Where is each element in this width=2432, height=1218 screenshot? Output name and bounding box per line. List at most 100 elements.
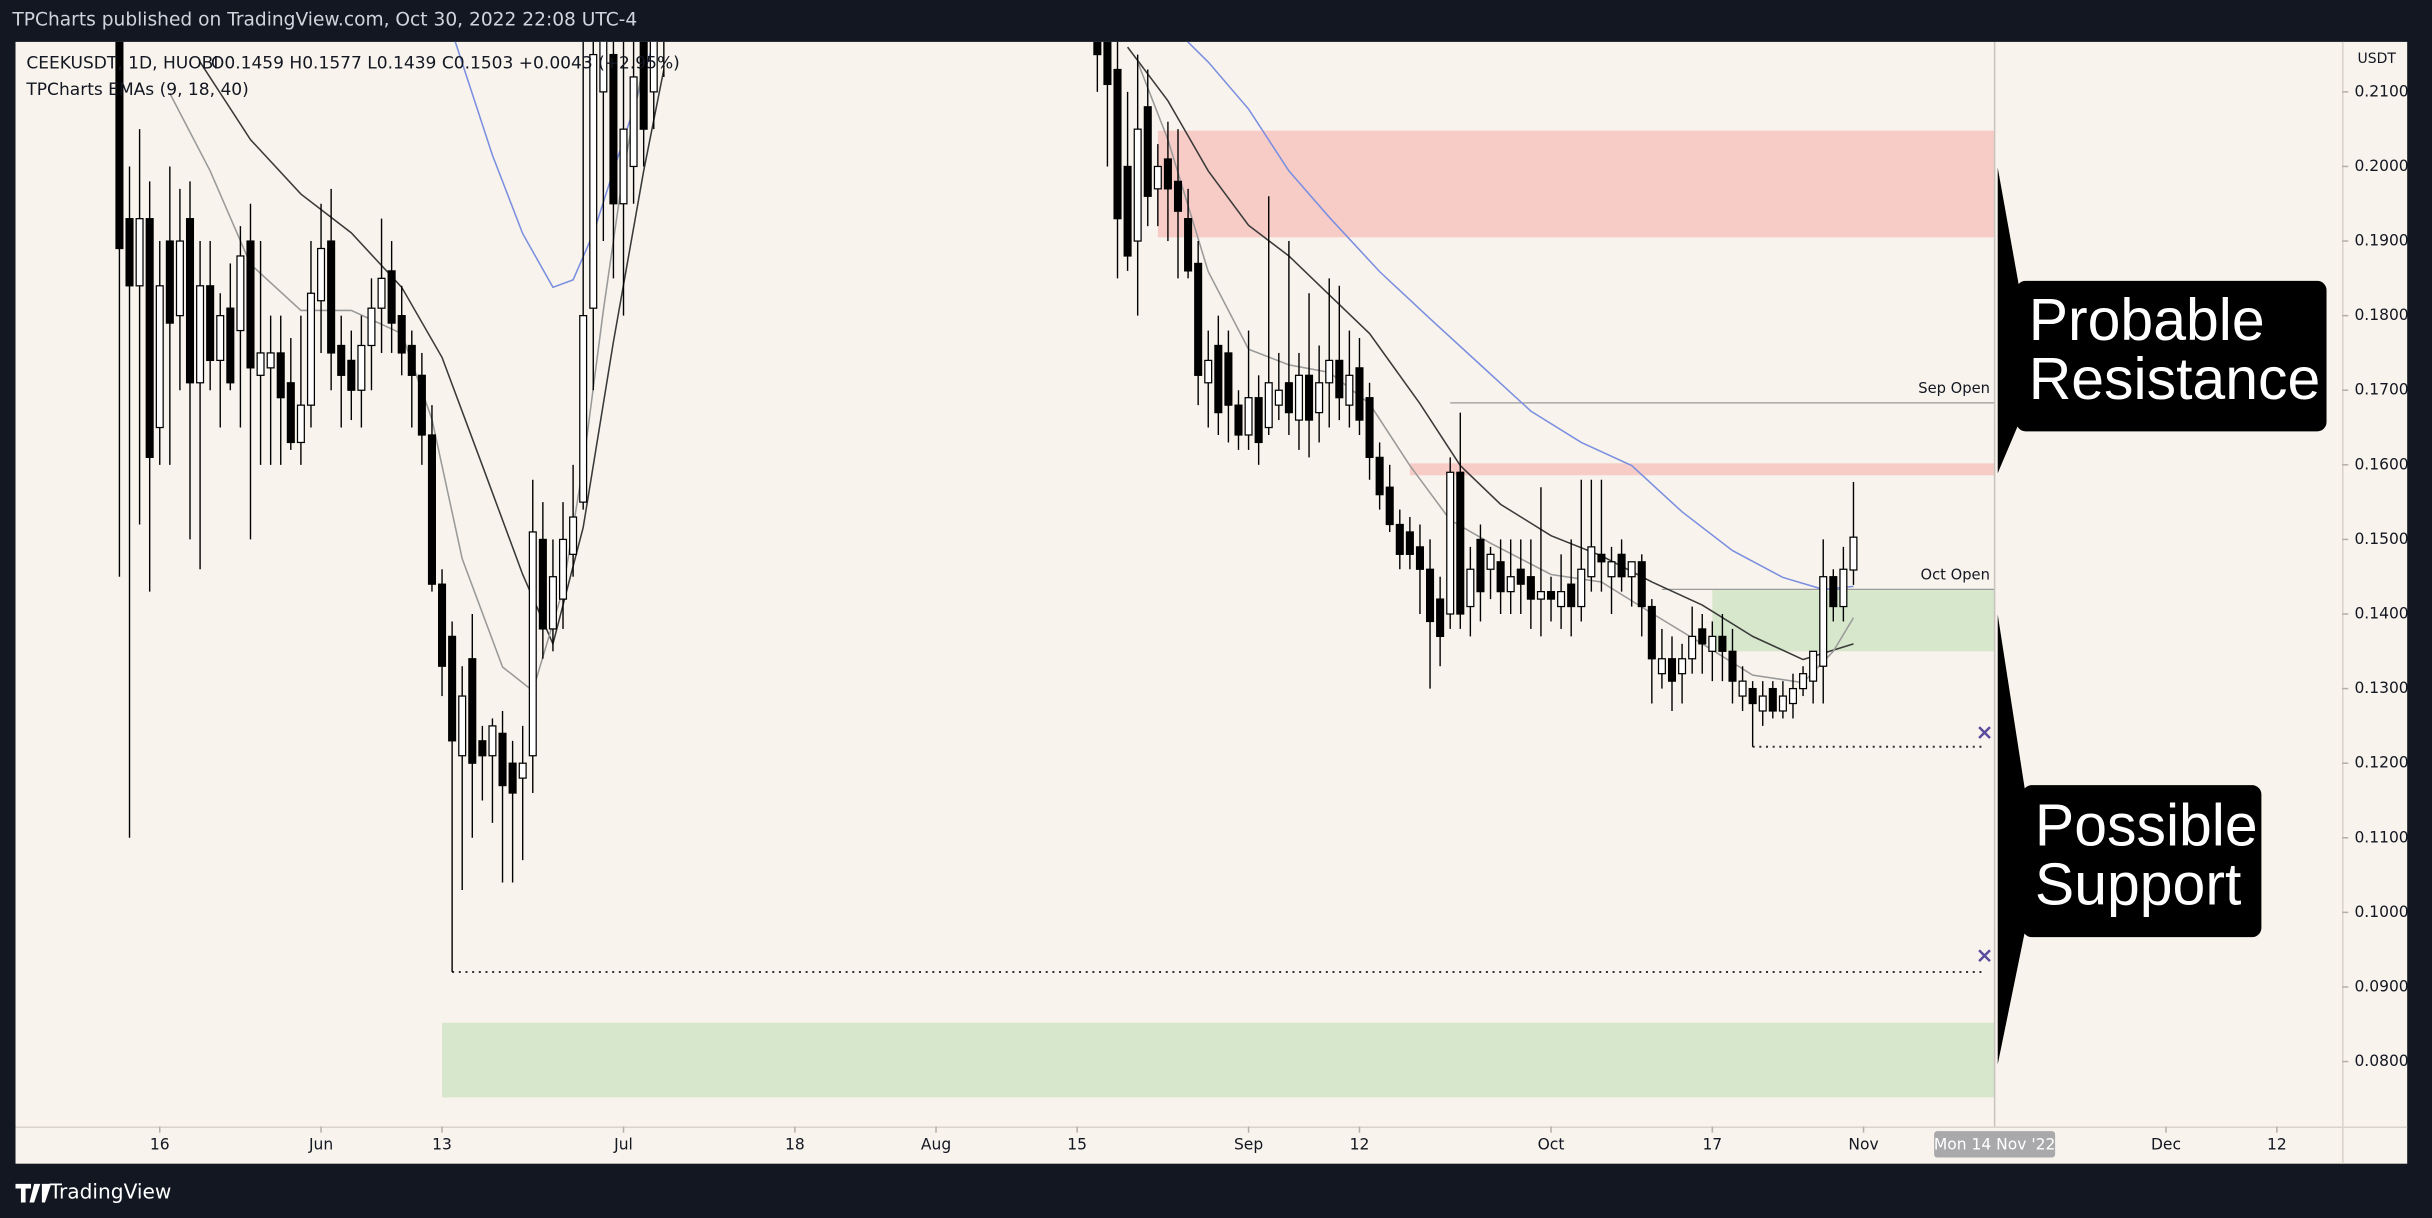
candle-body <box>1184 218 1193 272</box>
x-tick-label: 18 <box>785 1136 805 1154</box>
x-tick-label: Nov <box>1848 1136 1878 1154</box>
candle-body <box>488 725 497 757</box>
indicator-label: TPCharts EMAs (9, 18, 40) <box>25 80 248 100</box>
ema-line <box>169 61 1855 693</box>
candle-body <box>1194 262 1203 376</box>
y-tick-label: 0.2100 <box>2354 82 2408 100</box>
candle-body <box>1839 568 1848 608</box>
candle-body <box>427 434 436 585</box>
candle-body <box>1113 68 1122 220</box>
candle-body <box>1577 568 1586 608</box>
x-tick-label: 12 <box>1350 1136 1370 1154</box>
candle-body <box>1153 165 1162 190</box>
y-tick-label: 0.2000 <box>2354 157 2408 175</box>
zone <box>1157 130 1995 238</box>
candle-body <box>256 352 265 376</box>
candle-body <box>438 583 447 667</box>
candle-body <box>1103 41 1112 86</box>
annotation-text: Resistance <box>2029 347 2321 412</box>
candle-body <box>337 344 346 376</box>
ohlc-legend: O0.1459 H0.1577 L0.1439 C0.1503 +0.0043 … <box>211 54 680 74</box>
candle-body <box>135 218 144 287</box>
brand[interactable]: TradingView <box>49 1180 172 1204</box>
candle-body <box>1809 650 1818 682</box>
candle-body <box>306 292 316 406</box>
annotation-text: Support <box>2035 853 2241 918</box>
candle-body <box>1536 591 1545 600</box>
plot-area <box>115 41 1996 1127</box>
candle-body <box>206 285 215 362</box>
annotation-text: Possible <box>2035 794 2258 859</box>
candle-body <box>1325 359 1334 384</box>
x-tick-label: Sep <box>1234 1136 1263 1154</box>
candle-body <box>518 762 527 779</box>
candle-body <box>1708 635 1717 652</box>
x-tick-label: Jun <box>308 1136 333 1154</box>
candle-body <box>1678 658 1687 675</box>
x-tick-label: Jul <box>613 1136 633 1154</box>
candle-body <box>286 382 295 444</box>
candle-body <box>1415 546 1424 570</box>
candle-body <box>216 315 225 362</box>
candle-body <box>1627 561 1636 578</box>
candle-body <box>1637 561 1646 608</box>
level-label: Sep Open <box>1918 380 1990 397</box>
candle-body <box>1829 576 1838 608</box>
candle-body <box>145 218 154 458</box>
y-tick-label: 0.1800 <box>2354 306 2408 324</box>
candle-body <box>498 732 507 787</box>
candle-body <box>1647 605 1656 660</box>
candle-body <box>1607 561 1616 578</box>
candle-body <box>1516 568 1525 585</box>
crosshair-label: Mon 14 Nov '22 <box>1934 1136 2055 1154</box>
callout-pointer <box>1997 167 2020 474</box>
candle-body <box>1496 561 1505 593</box>
candle-body <box>558 538 568 600</box>
x-tick-label: 12 <box>2267 1136 2287 1154</box>
x-tick-label: 16 <box>150 1136 170 1154</box>
candle-body <box>1738 680 1747 697</box>
candle-body <box>1546 591 1556 600</box>
candle-body <box>1758 695 1767 712</box>
y-tick-label: 0.1700 <box>2354 381 2408 399</box>
candle-body <box>1254 397 1263 444</box>
candle-body <box>1315 382 1324 414</box>
candle-body <box>458 695 467 757</box>
header-text: TPCharts published on TradingView.com, O… <box>11 10 637 31</box>
x-marker <box>1978 726 1991 739</box>
overlay: CEEKUSDT, 1D, HUOBI O0.1459 H0.1577 L0.1… <box>15 51 2409 1204</box>
candle-body <box>155 285 164 429</box>
candle-body <box>1234 404 1243 436</box>
candle-body <box>1123 165 1132 257</box>
candle-body <box>296 404 305 444</box>
y-tick-label: 0.1100 <box>2354 828 2408 846</box>
brand-logo <box>15 1183 52 1203</box>
candle-body <box>236 255 245 332</box>
level-label: Oct Open <box>1921 566 1990 583</box>
candle-body <box>1718 635 1727 652</box>
candle-body <box>1526 576 1535 600</box>
candle-body <box>1274 389 1283 406</box>
candle-body <box>1244 397 1253 436</box>
candle-body <box>1204 359 1213 384</box>
candle-body <box>317 247 326 302</box>
y-tick-label: 0.0900 <box>2354 977 2408 995</box>
candle-body <box>185 218 195 384</box>
candle-body <box>1698 628 1707 645</box>
candle-body <box>1768 687 1777 712</box>
candle-body <box>1345 374 1354 406</box>
candle-body <box>599 41 608 93</box>
candle-body <box>619 128 628 205</box>
candle-body <box>377 277 386 309</box>
candle-body <box>1355 367 1364 421</box>
y-tick-label: 0.1900 <box>2354 232 2408 250</box>
candle-body <box>579 315 588 503</box>
candle-body <box>448 635 457 742</box>
callout-box <box>2016 280 2327 432</box>
y-tick-label: 0.1000 <box>2354 903 2408 921</box>
y-tick-label: 0.1200 <box>2354 754 2408 772</box>
candle-body <box>528 531 537 757</box>
candle-body <box>1294 374 1304 421</box>
candle-body <box>1224 352 1233 406</box>
